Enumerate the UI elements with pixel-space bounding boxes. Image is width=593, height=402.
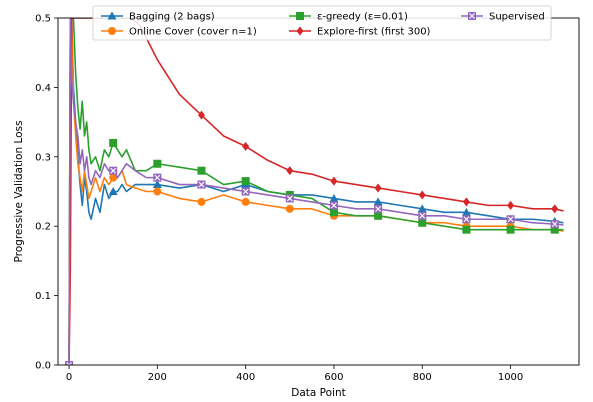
y-tick-label: 0.1: [35, 291, 51, 302]
legend-label: Supervised: [489, 12, 545, 23]
data-point-marker: [418, 218, 427, 227]
y-tick-label: 0.3: [35, 152, 51, 163]
legend-marker: [296, 12, 304, 20]
data-point-marker: [462, 197, 470, 207]
data-point-marker: [506, 225, 515, 234]
data-point-marker: [329, 201, 338, 210]
data-point-marker: [153, 187, 162, 196]
series-line: [68, 18, 564, 365]
data-point-marker: [507, 200, 515, 210]
data-point-marker: [109, 138, 118, 147]
legend-marker: [108, 27, 116, 35]
data-point-marker: [462, 215, 471, 224]
legend-entry: ε-greedy (ε=0.01): [289, 12, 408, 23]
data-point-marker: [197, 110, 205, 120]
series-line: [68, 18, 564, 365]
data-point-marker: [461, 207, 471, 216]
series-line: [68, 18, 564, 365]
data-point-marker: [152, 180, 162, 189]
legend-marker: [468, 12, 476, 20]
data-point-marker: [241, 177, 250, 186]
legend-label: Online Cover (cover n=1): [129, 27, 257, 38]
legend-label: Bagging (2 bags): [129, 12, 215, 23]
x-axis-label: Data Point: [291, 387, 345, 399]
legend-marker: [296, 26, 304, 36]
data-point-marker: [153, 173, 162, 182]
x-tick-label: 400: [236, 372, 255, 383]
data-point-marker: [108, 187, 118, 195]
series-3: [65, 18, 564, 365]
data-point-marker: [285, 204, 294, 213]
legend-marker: [107, 11, 117, 20]
data-point-marker: [109, 173, 118, 182]
legend-label: ε-greedy (ε=0.01): [317, 12, 408, 23]
x-tick-label: 1000: [498, 372, 523, 383]
series-line: [68, 18, 564, 365]
series-1: [66, 18, 564, 365]
y-axis-label: Progressive Validation Loss: [13, 121, 25, 263]
data-point-marker: [197, 166, 206, 175]
data-point-marker: [286, 166, 294, 176]
data-point-marker: [285, 194, 294, 203]
series-4: [65, 18, 564, 365]
data-point-marker: [374, 183, 382, 193]
data-point-marker: [197, 180, 206, 189]
y-tick-label: 0.5: [35, 14, 51, 25]
x-tick-label: 600: [324, 372, 343, 383]
series-5: [65, 18, 564, 365]
data-point-marker: [153, 159, 162, 168]
data-point-marker: [65, 361, 74, 365]
y-tick-label: 0.2: [35, 222, 51, 233]
data-point-marker: [462, 225, 471, 234]
data-point-marker: [551, 204, 559, 214]
plot-area: [65, 18, 564, 365]
series-line: [68, 18, 564, 365]
plot-frame: [57, 17, 580, 366]
y-tick-label: 0.0: [35, 361, 51, 372]
data-point-marker: [242, 141, 250, 151]
data-point-marker: [417, 204, 427, 213]
data-point-marker: [329, 193, 339, 202]
data-point-marker: [550, 225, 559, 234]
series-2: [65, 18, 564, 365]
y-tick-label: 0.4: [35, 83, 51, 94]
data-point-marker: [506, 215, 515, 224]
legend: Bagging (2 bags) Online Cover (cover n=1)…: [92, 5, 552, 41]
data-point-marker: [418, 211, 427, 220]
x-tick-label: 200: [148, 372, 167, 383]
data-point-marker: [330, 176, 338, 186]
x-tick-label: 0: [66, 372, 72, 383]
legend-box: [92, 5, 552, 41]
data-point-marker: [241, 197, 250, 206]
legend-entry: Explore-first (first 300): [289, 26, 431, 38]
data-point-marker: [418, 190, 426, 200]
data-point-marker: [374, 211, 383, 220]
legend-entry: Bagging (2 bags): [101, 11, 215, 23]
data-point-marker: [241, 187, 250, 196]
axes: 0 200 400 600 800 1000 0.0 0.1 0.2 0.3 0.4 0.5: [35, 14, 580, 383]
legend-label: Explore-first (first 300): [317, 27, 431, 38]
data-point-marker: [550, 220, 559, 229]
x-tick-label: 800: [413, 372, 432, 383]
data-point-marker: [373, 197, 383, 206]
data-point-marker: [197, 197, 206, 206]
data-point-marker: [109, 166, 118, 175]
legend-entry: Online Cover (cover n=1): [101, 27, 257, 38]
data-point-marker: [374, 204, 383, 213]
data-point-marker: [329, 208, 338, 217]
legend-entry: Supervised: [461, 12, 545, 23]
